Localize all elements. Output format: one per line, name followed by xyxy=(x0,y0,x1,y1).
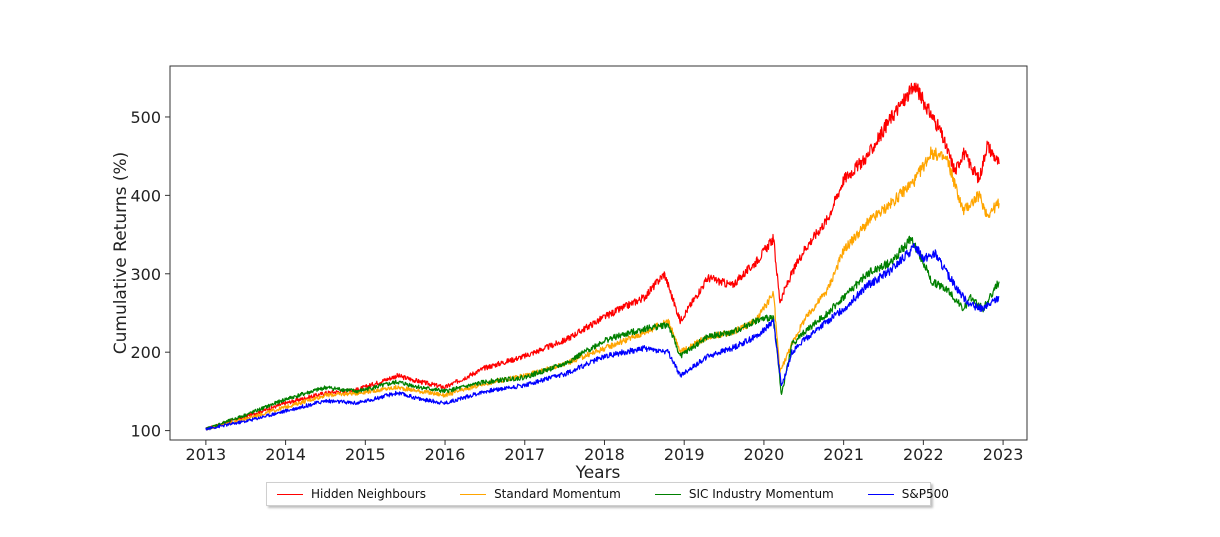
x-tick-label: 2015 xyxy=(345,445,386,464)
x-axis-ticks: 2013 2014 2015 2016 2017 2018 2019 2020 2021 2022… xyxy=(186,440,1024,464)
series-line-sic-industry-momentum xyxy=(205,235,1000,431)
legend-item-sp500: S&P500 xyxy=(867,487,949,501)
series-line-hidden-neighbours xyxy=(205,82,1000,431)
y-tick-label: 300 xyxy=(130,265,161,284)
legend-label-sic-industry-momentum: SIC Industry Momentum xyxy=(688,487,834,501)
legend-swatch-sic-industry-momentum xyxy=(654,493,681,495)
x-tick-label: 2021 xyxy=(823,445,864,464)
x-tick-label: 2013 xyxy=(186,445,227,464)
x-tick-label: 2020 xyxy=(744,445,785,464)
legend-swatch-sp500 xyxy=(867,493,894,495)
y-axis-title: Cumulative Returns (%) xyxy=(111,152,131,355)
y-tick-label: 500 xyxy=(130,108,161,127)
legend-label-standard-momentum: Standard Momentum xyxy=(494,487,621,501)
y-tick-label: 200 xyxy=(130,343,161,362)
legend-swatch-hidden-neighbours xyxy=(277,493,303,495)
x-tick-label: 2014 xyxy=(265,445,306,464)
legend-swatch-standard-momentum xyxy=(460,493,487,495)
y-axis-ticks: 100 200 300 400 500 xyxy=(130,108,170,441)
y-tick-label: 100 xyxy=(130,422,161,441)
y-tick-label: 400 xyxy=(130,186,161,205)
series-line-s-p500 xyxy=(205,243,1000,431)
x-tick-label: 2017 xyxy=(504,445,545,464)
legend-item-hidden-neighbours: Hidden Neighbours xyxy=(277,487,426,501)
chart-legend: Hidden Neighbours Standard Momentum SIC … xyxy=(266,482,949,506)
x-tick-label: 2019 xyxy=(664,445,705,464)
x-tick-label: 2018 xyxy=(584,445,625,464)
legend-label-sp500: S&P500 xyxy=(901,487,949,501)
series-layer xyxy=(205,82,1000,431)
x-tick-label: 2023 xyxy=(983,445,1024,464)
series-line-standard-momentum xyxy=(205,146,1000,431)
legend-item-standard-momentum: Standard Momentum xyxy=(460,487,621,501)
x-axis-title: Years xyxy=(575,463,621,483)
legend-item-sic-industry-momentum: SIC Industry Momentum xyxy=(654,487,834,501)
x-tick-label: 2016 xyxy=(425,445,466,464)
x-tick-label: 2022 xyxy=(903,445,944,464)
legend-label-hidden-neighbours: Hidden Neighbours xyxy=(311,487,427,501)
